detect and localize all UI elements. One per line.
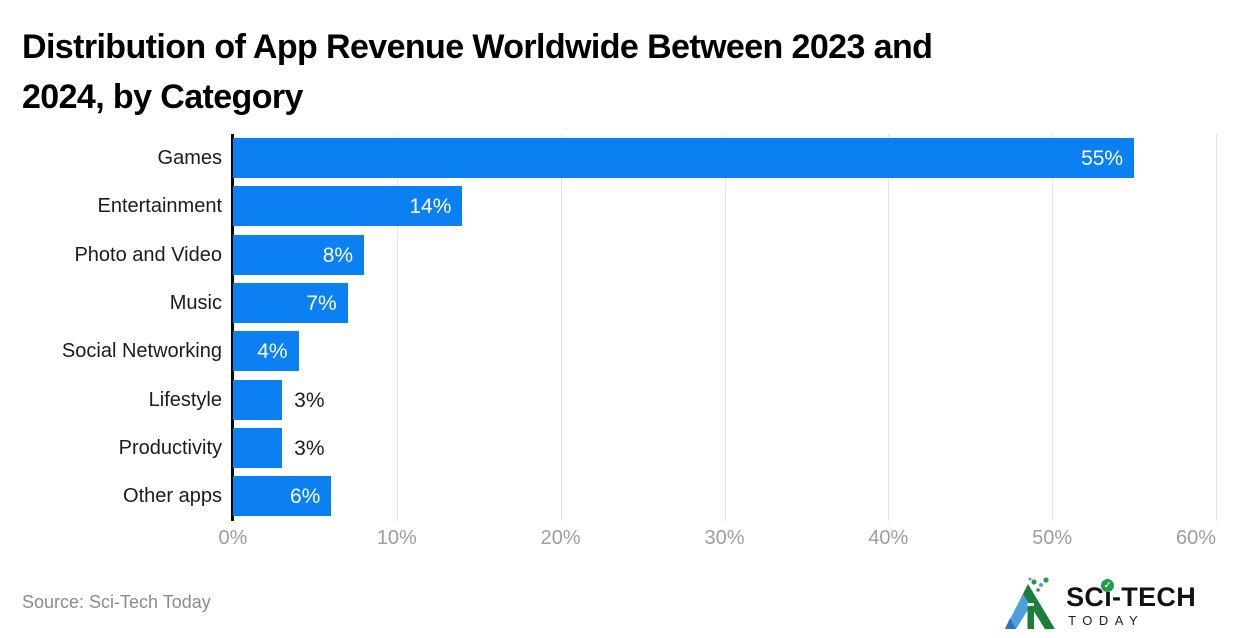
plot-area: Games 55% Entertainment 14% Photo and Video 8… [62,134,1217,521]
logo-brand-tech: -TECH [1112,581,1196,612]
bar-row: Photo and Video 8% [74,234,1216,275]
value-label: 55% [1081,147,1124,170]
bar-row: Other apps 6% [123,476,1216,517]
logo-brand-text: SCi ✓ -TECH [1066,578,1196,612]
category-label: Photo and Video [74,243,222,266]
gridline [1216,134,1217,521]
category-label: Lifestyle [148,388,222,411]
logo-brand-sc: SC [1066,581,1105,612]
category-label: Social Networking [61,340,222,363]
x-tick-label: 40% [868,527,909,549]
gridline [724,134,726,521]
category-label: Productivity [118,436,222,459]
x-tick-label: 20% [540,527,581,549]
gridline [560,134,562,521]
bar [233,234,365,275]
check-icon: ✓ [1101,578,1115,592]
source-note: Source: Sci-Tech Today [22,592,211,612]
x-tick-label: 10% [376,527,417,549]
bar-row: Lifestyle 3% [149,379,1216,420]
chart-title: Distribution of App Revenue Worldwide Be… [22,22,1222,122]
bar-row: Social Networking 4% [62,331,1216,372]
x-axis-tick-labels: 0% 10% 20% 30% 40% 50% 60% [219,527,1216,551]
logo-today-text: TODAY [1068,612,1145,628]
bar [233,186,463,227]
value-label: 3% [294,436,325,460]
category-label: Games [157,147,222,169]
gridline [888,134,890,521]
value-label: 14% [409,195,452,219]
x-tick-label: 60% [1175,527,1216,549]
gridline [396,134,398,521]
x-tick-label: 30% [704,527,745,549]
category-label: Other apps [123,485,222,508]
bar [233,476,332,517]
bar-row: Games 55% [158,138,1216,178]
bar-row: Entertainment 14% [97,186,1216,227]
bar-row: Music 7% [170,282,1216,323]
value-label: 6% [289,485,321,509]
bar [233,282,348,323]
bar [233,379,283,420]
value-label: 7% [306,291,337,315]
x-tick-label: 0% [218,527,248,549]
x-tick-label: 50% [1032,527,1073,549]
value-label: 8% [322,243,354,267]
category-label: Entertainment [97,195,222,218]
bar [233,331,299,372]
gridline [1052,134,1054,521]
value-label: 3% [294,388,325,412]
value-label: 4% [257,340,288,364]
chart-title-line2: 2024, by Category [22,78,303,116]
scitech-logo: SCi ✓ -TECH TODAY [1003,577,1196,633]
logo-brand-i: i ✓ [1101,578,1115,611]
bar [233,427,283,468]
scitech-logo-text: SCi ✓ -TECH TODAY [1066,578,1196,628]
scitech-logo-mark-icon [1005,577,1056,629]
chart-title-line1: Distribution of App Revenue Worldwide Be… [22,28,933,66]
bar-row: Productivity 3% [119,427,1216,468]
bar [233,138,1135,178]
category-label: Music [169,291,222,314]
y-axis-line [231,134,234,521]
